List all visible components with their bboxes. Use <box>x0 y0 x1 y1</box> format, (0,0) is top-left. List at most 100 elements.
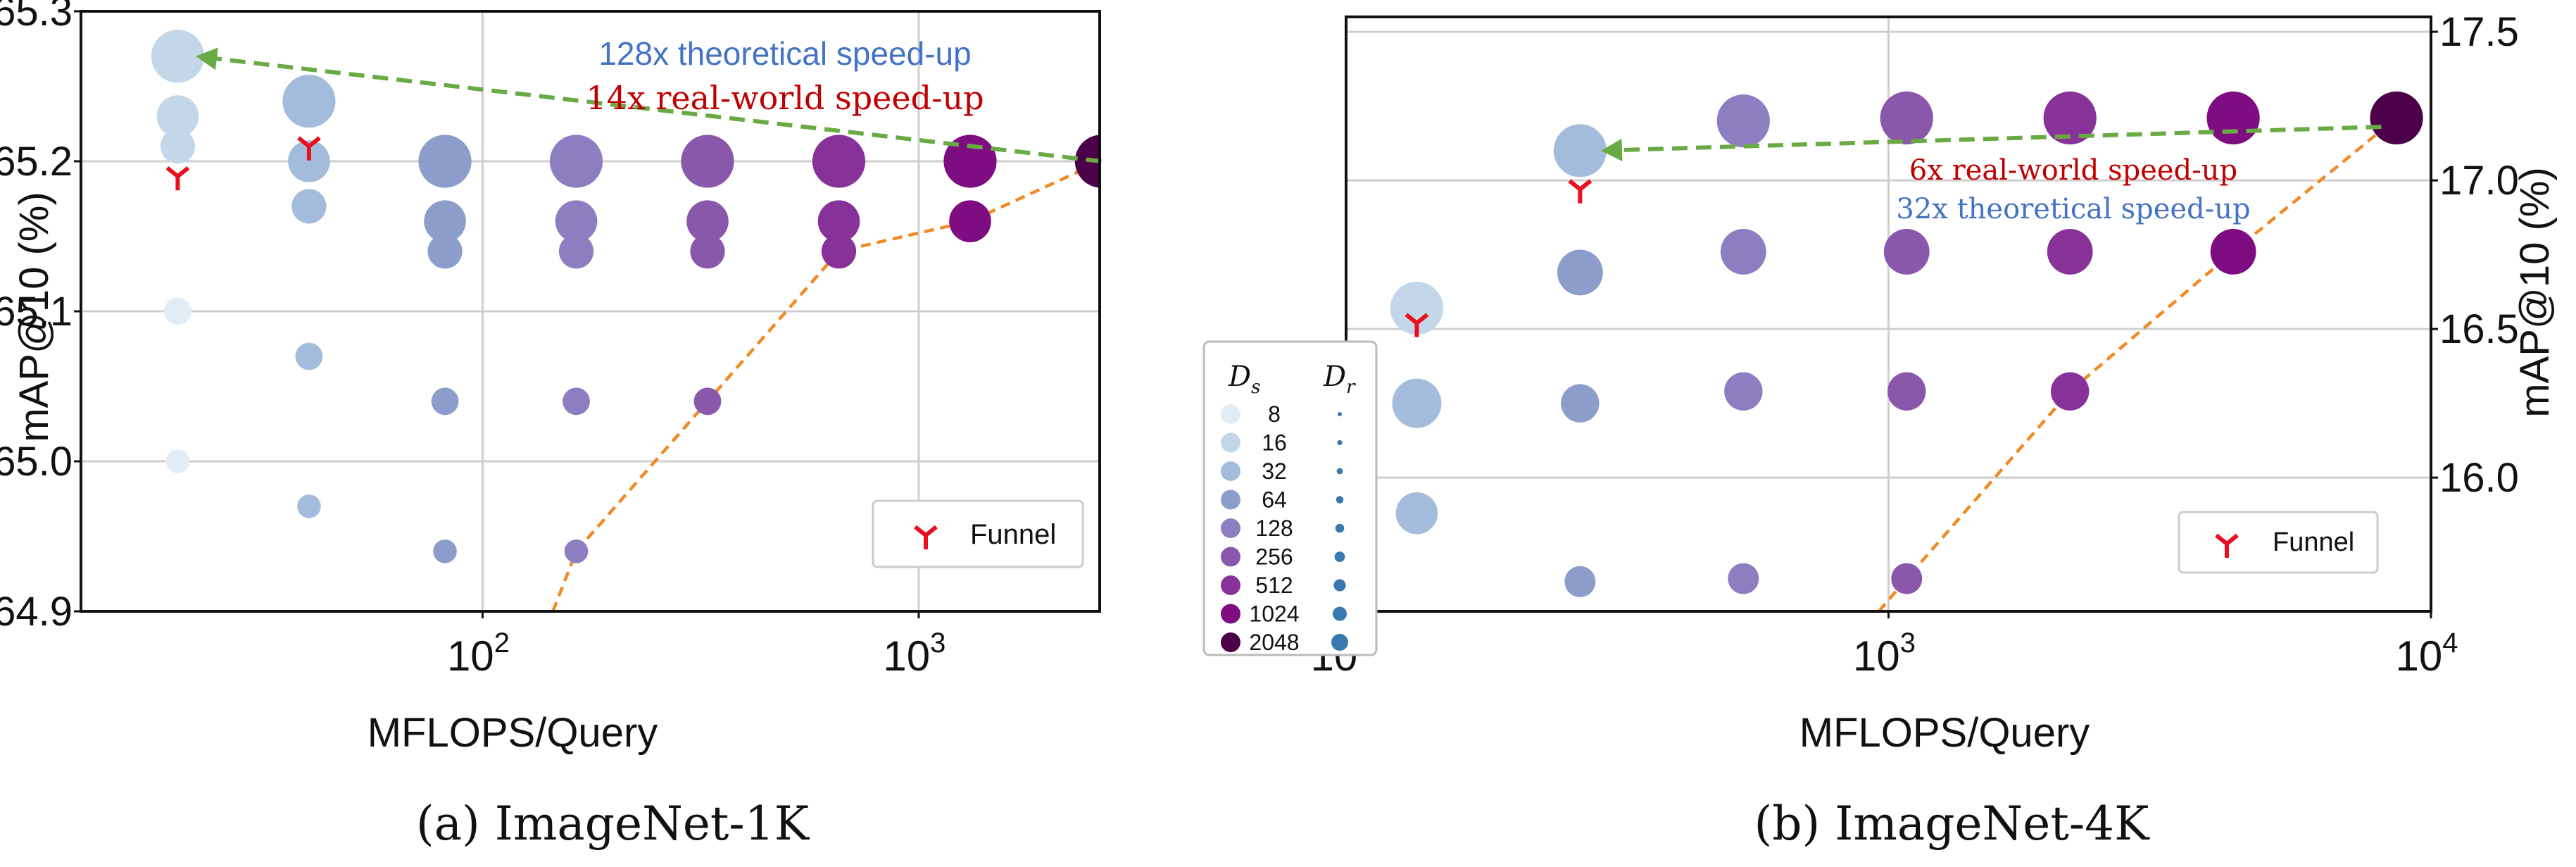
data-point <box>297 494 321 518</box>
arrow-shaft <box>216 56 1102 163</box>
data-point <box>1887 372 1926 411</box>
data-point <box>295 342 323 370</box>
data-point <box>817 200 860 243</box>
data-point <box>165 449 190 473</box>
data-point <box>431 387 459 416</box>
data-point <box>282 75 336 128</box>
legend-dr-size-dot <box>1333 606 1347 621</box>
funnel-marker <box>1568 179 1592 204</box>
legend-ds-swatch <box>1221 461 1240 481</box>
data-point <box>2047 228 2093 275</box>
frontier-path <box>1878 116 2398 611</box>
legend-dr-size-dot <box>1338 412 1342 416</box>
data-point <box>693 387 722 416</box>
data-point <box>949 200 991 243</box>
grid <box>1346 17 2431 611</box>
data-point <box>151 30 205 83</box>
legend-rows: 8 16 32 64 128 256 512 1024 2048 <box>1221 401 1348 655</box>
size-color-legend: Ds Dr 8 16 32 64 128 256 512 1024 2048 <box>1202 340 1378 656</box>
pareto-frontier-line <box>1878 116 2398 611</box>
data-point <box>156 95 199 137</box>
legend-ds-swatch <box>1221 604 1240 624</box>
x-axis-label: MFLOPS/Query <box>1799 710 2090 756</box>
data-point <box>681 135 734 188</box>
data-point <box>563 387 590 416</box>
annotation-theoretical-speedup: 128x theoretical speed-up <box>598 35 971 72</box>
y-tick-label: 16.0 <box>2439 455 2519 501</box>
data-points <box>151 30 1100 563</box>
data-point <box>1395 492 1438 535</box>
data-point <box>288 140 330 182</box>
funnel-marker <box>165 166 190 191</box>
data-point <box>160 129 196 164</box>
legend-dr-size-dot <box>1336 496 1344 504</box>
data-point <box>1728 563 1759 594</box>
y-tick-label: 64.9 <box>0 589 73 635</box>
data-point <box>427 234 463 269</box>
legend-ds-label: 2048 <box>1249 630 1299 655</box>
data-point <box>1390 281 1444 335</box>
x-tick-label: 102 <box>447 628 510 680</box>
legend-dr-size-dot <box>1337 439 1343 446</box>
arrow-shaft <box>1621 125 2382 152</box>
funnel-marker <box>297 136 321 161</box>
funnel-legend-icon <box>2215 533 2239 558</box>
legend-ds-swatch <box>1221 632 1240 652</box>
data-point <box>821 234 857 269</box>
annotation-theoretical-speedup: 32x theoretical speed-up <box>1896 193 2250 225</box>
data-point <box>1561 384 1600 423</box>
legend-header-dr: Dr <box>1323 361 1356 398</box>
data-point <box>812 135 866 188</box>
legend-ds-swatch <box>1221 432 1240 453</box>
data-point <box>555 200 598 243</box>
data-point <box>424 200 466 243</box>
speedup-arrow <box>196 47 1102 163</box>
x-axis-label: MFLOPS/Query <box>367 710 658 756</box>
data-point <box>549 135 603 188</box>
legend-ds-label: 16 <box>1262 430 1287 456</box>
funnel-legend-icon <box>914 525 938 549</box>
data-point <box>1720 228 1766 275</box>
data-point <box>164 297 191 325</box>
legend-ds-label: 128 <box>1255 516 1293 541</box>
y-axis-label: mAP@10 (%) <box>2512 167 2558 417</box>
data-point <box>2370 91 2423 145</box>
legend-ds-label: 512 <box>1255 573 1293 598</box>
data-point <box>1557 249 1603 296</box>
data-point <box>1564 566 1596 597</box>
legend-box: Funnel <box>872 499 1084 568</box>
funnel-markers <box>1405 179 1592 337</box>
grid <box>81 11 1100 611</box>
data-point <box>564 539 589 563</box>
caption-b: (b) ImageNet-4K <box>1754 797 2151 851</box>
legend-ds-label: 8 <box>1268 401 1281 427</box>
x-tick-label: 104 <box>2396 628 2458 680</box>
data-point <box>1716 94 1770 148</box>
data-point <box>418 135 472 188</box>
legend-ds-label: 32 <box>1262 459 1287 484</box>
data-point <box>943 135 997 188</box>
arrow-head <box>1600 138 1623 161</box>
y-tick-label: 65.0 <box>0 439 73 485</box>
x-tick-label: 103 <box>1853 628 1916 680</box>
legend-label-funnel: Funnel <box>970 519 1056 550</box>
legend-ds-swatch <box>1221 404 1240 424</box>
data-point <box>1392 378 1442 428</box>
y-tick-label: 17.0 <box>2439 158 2519 204</box>
legend-dr-size-dot <box>1333 579 1346 592</box>
x-tick-label: 103 <box>883 628 945 680</box>
annotation-real-world-speedup: 14x real-world speed-up <box>586 79 984 117</box>
data-point <box>558 234 594 269</box>
data-point <box>686 200 729 243</box>
caption-a: (a) ImageNet-1K <box>416 797 810 851</box>
y-tick-label: 17.5 <box>2439 9 2519 55</box>
speedup-arrow <box>1600 125 2382 161</box>
y-tick-label: 16.5 <box>2439 306 2519 352</box>
data-point <box>1553 124 1607 177</box>
data-point <box>1891 563 1923 594</box>
legend-ds-label: 1024 <box>1249 601 1299 627</box>
legend-label-funnel: Funnel <box>2273 528 2354 557</box>
y-tick-label: 65.3 <box>0 0 73 35</box>
legend-ds-swatch <box>1221 518 1240 538</box>
legend-header-ds: Ds <box>1228 361 1260 398</box>
